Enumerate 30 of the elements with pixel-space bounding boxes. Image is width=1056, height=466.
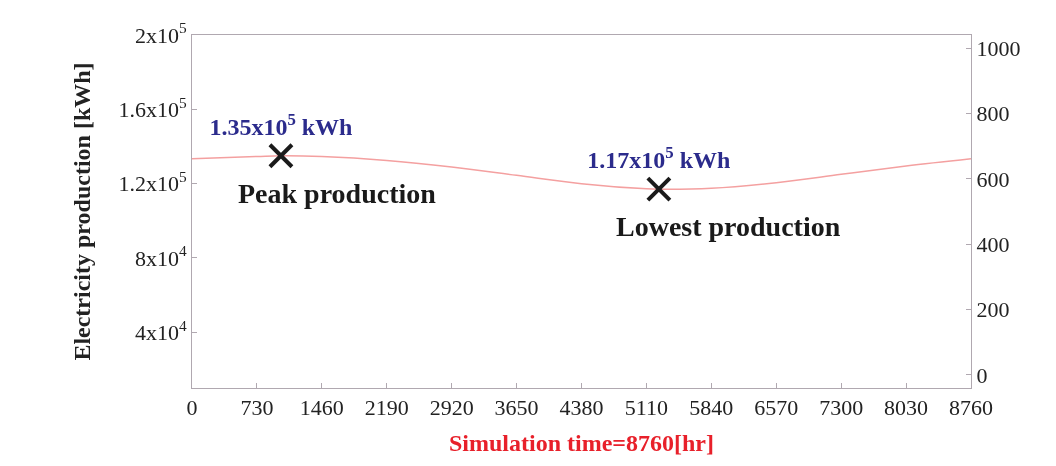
x-tick-label: 7300	[819, 395, 864, 421]
x-tick-label: 4380	[559, 395, 604, 421]
x-tick-label: 8760	[949, 395, 993, 421]
data-label: 1.35x10$^{5}$ kWh	[209, 109, 353, 141]
x-tick-label: 5840	[689, 395, 734, 421]
x-tick-label: 6570	[754, 395, 799, 421]
y2-tick-label: 400	[976, 231, 1010, 257]
y2-tick-label: 600	[976, 166, 1010, 192]
x-axis-title: Simulation time=8760[hr]	[449, 429, 714, 456]
x-tick-label: 2190	[364, 395, 409, 421]
annotation: Lowest production	[616, 211, 841, 242]
x-tick-label: 730	[240, 395, 274, 421]
x-tick-label: 5110	[624, 395, 669, 421]
data-label: 1.17x10$^{5}$ kWh	[587, 143, 731, 174]
y2-tick-label: 200	[976, 297, 1010, 323]
y-axis-title: Electricity production [kWh]	[69, 62, 96, 361]
y2-tick-label: 1000	[976, 35, 1021, 61]
x-tick-label: 8030	[884, 395, 929, 421]
x-tick-label: 3650	[494, 395, 539, 421]
y-tick-label: 1.6x10$^{5}$	[118, 93, 187, 123]
x-tick-label: 2920	[429, 395, 474, 421]
y2-tick-label: 800	[976, 101, 1010, 127]
x-tick-label: 0	[186, 395, 198, 421]
y2-tick-label: 0	[976, 362, 988, 388]
y-tick-label: 8x10$^{4}$	[134, 242, 187, 271]
x-tick-label: 1460	[299, 395, 344, 421]
y-tick-label: 4x10$^{4}$	[134, 316, 187, 345]
annotation: Peak production	[238, 178, 437, 209]
y-tick-label: 2x10$^{5}$	[134, 19, 187, 48]
y-tick-label: 1.2x10$^{5}$	[118, 168, 187, 197]
